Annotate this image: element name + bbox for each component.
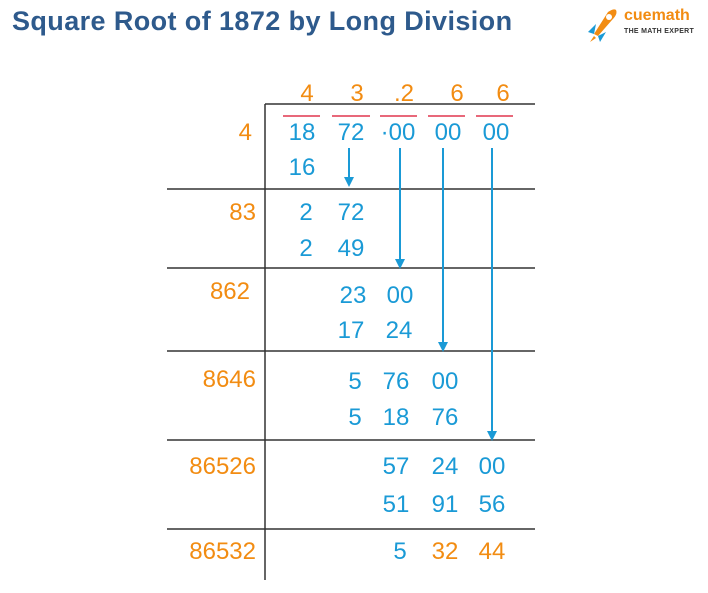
remainder-value: 57 bbox=[383, 453, 410, 480]
remainder-value: 2 bbox=[299, 199, 312, 226]
subtract-value: 2 bbox=[299, 235, 312, 262]
dividend-pair: 18 bbox=[289, 119, 316, 146]
subtract-value: 5 bbox=[348, 404, 361, 431]
dividend-pair: ·00 bbox=[381, 119, 416, 146]
quotient-digit: 4 bbox=[300, 80, 313, 107]
remainder-value: 72 bbox=[338, 199, 365, 226]
quotient-digit: 6 bbox=[496, 80, 509, 107]
dividend-pair: 72 bbox=[338, 119, 365, 146]
subtract-value: 91 bbox=[432, 491, 459, 518]
logo-name: cuemath bbox=[624, 7, 690, 24]
remainder-value: 76 bbox=[383, 368, 410, 395]
quotient-digit: .2 bbox=[394, 80, 414, 107]
remainder-value: 00 bbox=[387, 282, 414, 309]
subtract-value: 51 bbox=[383, 491, 410, 518]
subtract-value: 49 bbox=[338, 235, 365, 262]
page-title: Square Root of 1872 by Long Division bbox=[12, 6, 513, 36]
subtract-value: 76 bbox=[432, 404, 459, 431]
logo-tagline: THE MATH EXPERT bbox=[624, 28, 695, 35]
cuemath-logo: cuemath THE MATH EXPERT bbox=[584, 6, 704, 46]
divisor: 83 bbox=[229, 199, 256, 226]
subtract-value: 24 bbox=[386, 317, 413, 344]
rocket-icon bbox=[588, 9, 617, 42]
quotient-digit: 6 bbox=[450, 80, 463, 107]
final-remainder-value: 5 bbox=[393, 538, 406, 565]
divisor: 86532 bbox=[189, 538, 256, 565]
remainder-value: 5 bbox=[348, 368, 361, 395]
divisor: 8646 bbox=[203, 366, 256, 393]
subtract-value: 17 bbox=[338, 317, 365, 344]
subtract-value: 18 bbox=[383, 404, 410, 431]
remainder-value: 00 bbox=[479, 453, 506, 480]
remainder-value: 23 bbox=[340, 282, 367, 309]
final-remainder-value: 44 bbox=[479, 538, 506, 565]
final-remainder-value: 32 bbox=[432, 538, 459, 565]
remainder-value: 24 bbox=[432, 453, 459, 480]
remainder-value: 00 bbox=[432, 368, 459, 395]
divisor: 86526 bbox=[189, 453, 256, 480]
divisor: 862 bbox=[210, 278, 250, 305]
dividend-pair: 00 bbox=[435, 119, 462, 146]
subtract-value: 16 bbox=[289, 154, 316, 181]
subtract-value: 56 bbox=[479, 491, 506, 518]
dividend-pair: 00 bbox=[483, 119, 510, 146]
divisor: 4 bbox=[239, 119, 252, 146]
quotient-digit: 3 bbox=[350, 80, 363, 107]
